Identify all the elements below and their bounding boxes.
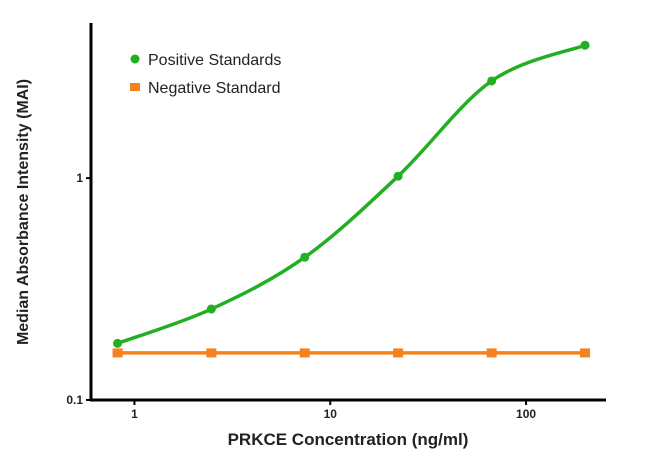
y-axis-label: Median Absorbance Intensity (MAI) [15,79,32,345]
legend-label-positive: Positive Standards [148,52,281,69]
data-point-negative [112,348,123,358]
plot-area [112,40,591,358]
data-point-negative [580,348,591,358]
data-point-positive [300,252,310,262]
x-tick-label: 1 [131,407,138,421]
legend-marker-negative [130,83,140,91]
data-point-negative [206,348,217,358]
data-point-positive [487,76,497,86]
data-point-positive [113,338,123,348]
legend-label-negative: Negative Standard [148,80,281,97]
data-point-positive [206,304,216,314]
data-point-positive [393,171,403,181]
data-point-positive [580,40,590,50]
legend-marker-positive [130,54,140,64]
y-tick-label: 1 [76,171,83,185]
ticks: 1 10 100 0.1 1 [66,171,536,421]
data-point-negative [393,348,404,358]
series-line-0 [116,43,586,345]
data-point-negative [299,348,310,358]
data-point-negative [486,348,497,358]
y-tick-label: 0.1 [66,393,83,407]
x-tick-label: 100 [516,407,536,421]
x-tick-label: 10 [324,407,338,421]
x-axis-label: PRKCE Concentration (ng/ml) [228,430,469,449]
legend: Positive Standards Negative Standard [130,52,281,97]
